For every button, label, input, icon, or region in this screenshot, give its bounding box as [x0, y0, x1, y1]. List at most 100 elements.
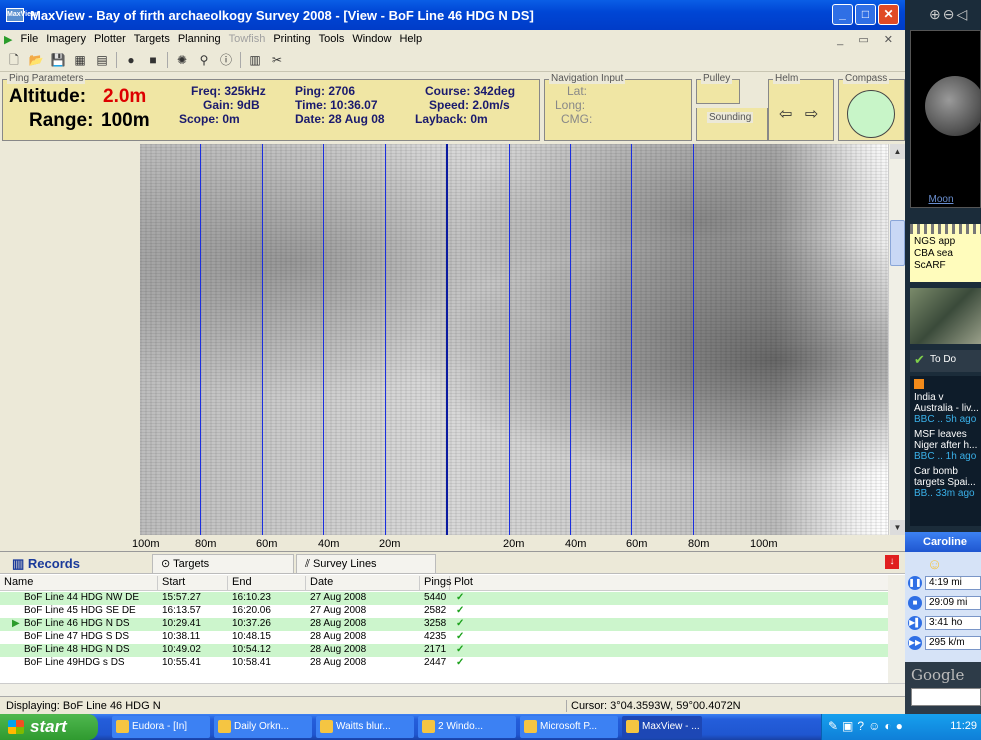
cell-end: 16:20.06 [232, 605, 271, 616]
minimize-button[interactable]: _ [832, 4, 853, 25]
records-horizontal-scrollbar[interactable] [0, 683, 905, 697]
task-maxview[interactable]: MaxView - ... [622, 716, 702, 738]
table-row[interactable]: ▶ BoF Line 46 HDG N DS 10:29.41 10:37.26 28 … [0, 618, 888, 631]
mdi-controls[interactable]: _ ▭ ✕ [837, 33, 899, 46]
tab-records[interactable]: ▥ Records [4, 554, 150, 573]
col-start[interactable]: Start [158, 576, 228, 590]
pause-icon[interactable]: ❚❚ [908, 576, 922, 590]
toolbar-separator [167, 51, 168, 68]
table-row[interactable]: BoF Line 47 HDG S DS 10:38.11 10:48.15 28 A… [0, 631, 888, 644]
task-waitts[interactable]: Waitts blur... [316, 716, 414, 738]
forward-icon[interactable]: ▶▶ [908, 636, 922, 650]
menu-window[interactable]: Window [352, 33, 392, 45]
task-windows-explorer[interactable]: 2 Windo... [418, 716, 516, 738]
messenger-field[interactable]: 3:41 ho [925, 616, 981, 630]
scroll-down-icon[interactable]: ▼ [890, 520, 905, 535]
helm-arrows-icon[interactable]: ⇦ ⇨ [779, 106, 823, 123]
cell-start: 15:57.27 [162, 592, 201, 603]
open-folder-icon[interactable]: 📂 [28, 52, 44, 67]
freq-value: Freq: 325kHz [191, 84, 266, 98]
moon-label[interactable]: Moon [928, 194, 954, 205]
sidescan-image[interactable] [140, 144, 888, 535]
ping-parameters-group: Ping Parameters Altitude: 2.0m Range: 10… [2, 73, 540, 141]
menu-targets[interactable]: Targets [133, 33, 170, 45]
records-vertical-scrollbar[interactable] [888, 575, 905, 683]
col-date[interactable]: Date [306, 576, 420, 590]
menu-file[interactable]: File [20, 33, 39, 45]
col-plot[interactable]: Plot [454, 576, 473, 588]
scroll-up-icon[interactable]: ▲ [890, 144, 905, 159]
tools-icon[interactable]: ✂ [271, 52, 283, 67]
navigation-input-label: Navigation Input [549, 73, 626, 84]
task-eudora[interactable]: Eudora - [In] [112, 716, 210, 738]
cell-plot: ✓ [456, 618, 465, 629]
messenger-field[interactable]: 295 k/m [925, 636, 981, 650]
news-item[interactable]: India v Australia - liv... BBC .. 5h ago [914, 392, 981, 425]
close-button[interactable]: ✕ [878, 4, 899, 25]
target-icon[interactable]: ✺ [176, 52, 188, 67]
menu-printing[interactable]: Printing [273, 33, 311, 45]
menu-plotter[interactable]: Plotter [93, 33, 126, 45]
cell-pings: 4235 [424, 631, 447, 642]
messenger-name[interactable]: Caroline [905, 532, 981, 552]
play-icon[interactable]: ▶ [4, 33, 13, 46]
table-row[interactable]: BoF Line 44 HDG NW DE 15:57.27 16:10.23 27 … [0, 592, 888, 605]
slideshow-gadget[interactable] [910, 288, 981, 344]
google-gadget: Google [905, 662, 981, 714]
menu-tools[interactable]: Tools [318, 33, 345, 45]
search-icon[interactable]: ⚲ [199, 52, 209, 67]
messenger-field[interactable]: 29:09 mi [925, 596, 981, 610]
col-end[interactable]: End [228, 576, 306, 590]
table-row[interactable]: BoF Line 49HDG s DS 10:55.41 10:58.41 28 Au… [0, 657, 888, 670]
status-displaying: Displaying: BoF Line 46 HDG N [6, 700, 161, 712]
menu-imagery[interactable]: Imagery [46, 33, 86, 45]
google-search-input[interactable] [911, 688, 981, 706]
cell-plot: ✓ [456, 631, 465, 642]
news-item[interactable]: Car bomb targets Spai... BB.. 33m ago [914, 466, 981, 499]
task-daily-orkney[interactable]: Daily Orkn... [214, 716, 312, 738]
news-headline[interactable]: India v Australia - liv... [914, 392, 979, 414]
moon-gadget[interactable]: Moon [910, 30, 981, 208]
record-icon[interactable]: ● [127, 52, 135, 67]
app-icon[interactable]: MaxView [6, 8, 36, 22]
cell-pings: 3258 [424, 618, 447, 629]
tray-icons[interactable]: ✎▣?☺◐● [828, 719, 907, 733]
messenger-field[interactable]: 4:19 mi [925, 576, 981, 590]
download-icon[interactable]: ↓ [885, 555, 899, 569]
skip-icon[interactable]: ▶▌ [908, 616, 922, 630]
grid-icon[interactable]: ▥ [249, 52, 261, 67]
table-row[interactable]: BoF Line 48 HDG N DS 10:49.02 10:54.12 28 A… [0, 644, 888, 657]
menu-planning[interactable]: Planning [177, 33, 221, 45]
course-value: Course: 342deg [425, 84, 516, 98]
new-file-icon[interactable]: 🗋 [9, 52, 19, 67]
start-label: start [30, 717, 67, 736]
stop-icon[interactable]: ■ [908, 596, 922, 610]
import-icon[interactable]: ▦ [74, 52, 86, 67]
task-microsoft[interactable]: Microsoft P... [520, 716, 618, 738]
cell-start: 16:13.57 [162, 605, 201, 616]
col-name[interactable]: Name [0, 576, 158, 590]
clock[interactable]: 11:29 [950, 720, 977, 732]
scroll-thumb[interactable] [890, 220, 905, 266]
save-icon[interactable]: 💾 [50, 52, 66, 67]
stop-icon[interactable]: ■ [149, 52, 157, 67]
sonar-vertical-scrollbar[interactable]: ▲ ▼ [888, 144, 905, 535]
col-pings[interactable]: Pings [420, 576, 452, 590]
tab-survey-lines[interactable]: ⫽ Survey Lines [296, 554, 436, 573]
export-icon[interactable]: ▤ [96, 52, 108, 67]
info-icon[interactable]: ⓘ [219, 52, 232, 67]
table-row[interactable]: BoF Line 45 HDG SE DE 16:13.57 16:20.06 27 … [0, 605, 888, 618]
news-headline[interactable]: Car bomb targets Spai... [914, 466, 976, 488]
sidebar-controls[interactable]: ⊕⊖◁ [929, 6, 970, 22]
notes-gadget[interactable]: NGS app CBA sea ScARF [910, 224, 981, 282]
pulley-label: Pulley [701, 73, 733, 84]
maximize-button[interactable]: □ [855, 4, 876, 25]
news-headline[interactable]: MSF leaves Niger after h... [914, 429, 978, 451]
news-item[interactable]: MSF leaves Niger after h... BBC .. 1h ag… [914, 429, 981, 462]
menu-bar: ▶ File Imagery Plotter Targets Planning … [0, 30, 905, 48]
start-button[interactable]: start [0, 714, 98, 740]
tab-targets[interactable]: ⊙ Targets [152, 554, 294, 573]
todo-gadget[interactable]: ✔ To Do [910, 350, 981, 372]
menu-help[interactable]: Help [399, 33, 423, 45]
altitude-value: 2.0m [103, 86, 147, 107]
